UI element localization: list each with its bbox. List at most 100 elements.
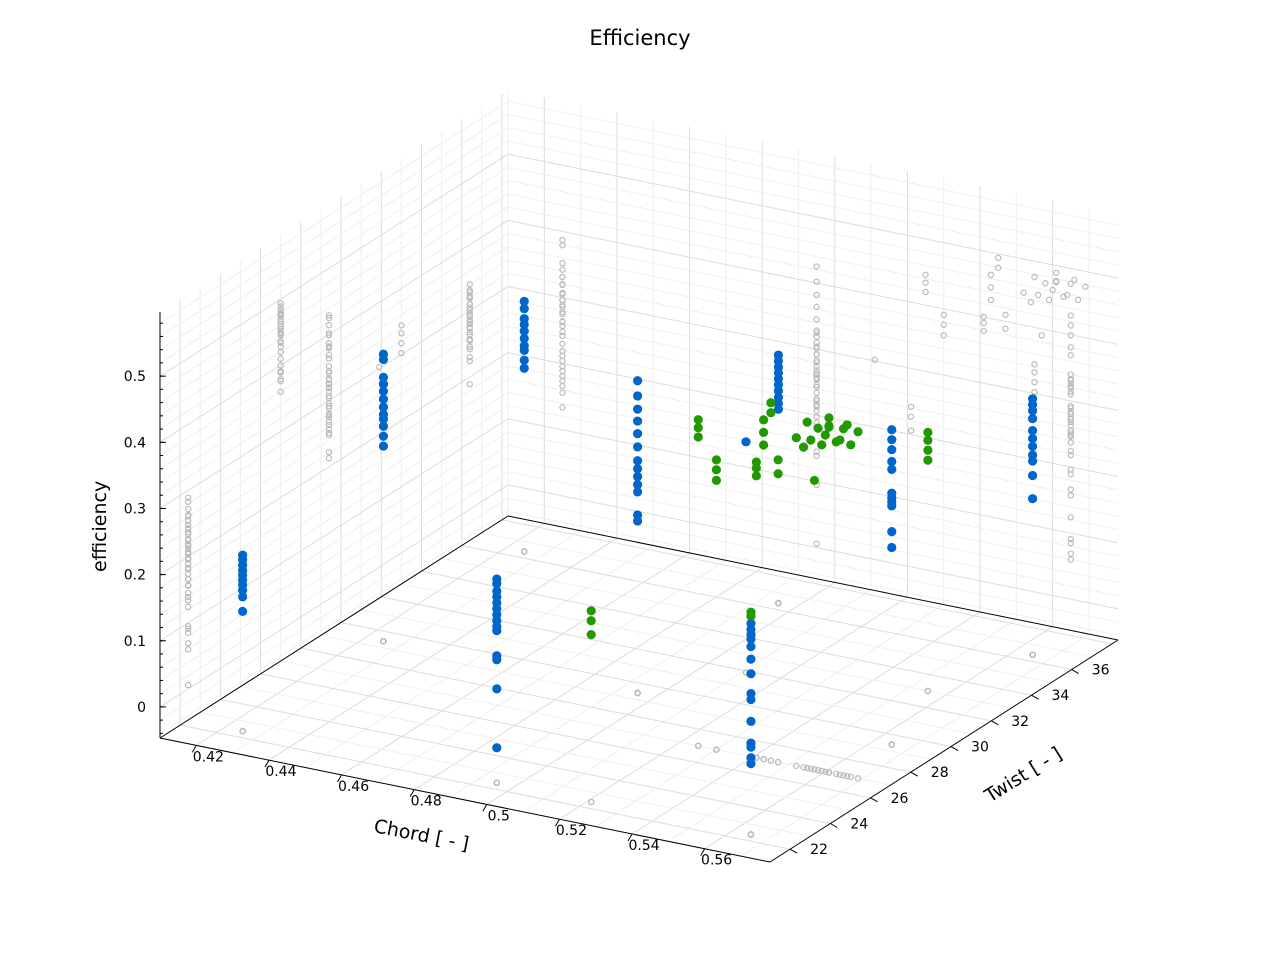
tick-labels: 0.42 0.44 0.46 0.48 0.5 0.52 0.54 0.56 22 24 26 28 3… <box>124 369 1110 869</box>
blue-point <box>633 416 643 426</box>
projection-marker <box>1067 344 1074 351</box>
projection-marker <box>466 353 473 361</box>
blue-point <box>633 376 643 386</box>
x-tick-mark <box>409 789 415 797</box>
side-wall-grid-line <box>159 497 509 721</box>
floor-grid-line <box>441 557 1052 683</box>
projection-marker <box>1067 447 1074 455</box>
green-point <box>773 469 783 479</box>
projection-marker <box>813 291 820 299</box>
projection-marker <box>184 564 192 572</box>
projection-marker <box>466 304 473 311</box>
projection-marker <box>813 389 820 397</box>
side-wall-grid-line <box>159 312 509 536</box>
blue-point <box>746 654 756 664</box>
back-wall-grid-line <box>507 510 1119 636</box>
green-point <box>693 432 703 442</box>
side-wall-grid-line <box>159 325 509 549</box>
green-point <box>746 611 756 621</box>
projection-marker <box>277 355 284 362</box>
blue-point <box>378 354 389 365</box>
projection-marker <box>1038 332 1045 339</box>
projection-marker <box>803 764 811 772</box>
projection-marker <box>987 284 995 291</box>
blue-point <box>773 386 784 396</box>
back-wall-grid-line <box>507 219 1119 345</box>
projection-marker <box>277 368 284 376</box>
green-point <box>798 442 809 452</box>
projection-marker <box>325 380 333 387</box>
green-point <box>693 415 703 425</box>
projection-marker <box>994 264 1002 271</box>
x-tick-mark <box>482 804 488 812</box>
green-point <box>711 465 722 475</box>
projection-marker <box>813 263 820 270</box>
green-point <box>586 606 596 616</box>
projection-marker <box>325 394 333 402</box>
floor-grid-line <box>340 622 952 747</box>
projection-marker <box>325 322 333 329</box>
projection-marker <box>980 313 987 321</box>
green-point <box>751 463 761 473</box>
x-axis-label: Chord [ - ] <box>372 815 471 855</box>
data-markers <box>238 296 1038 769</box>
projection-marker <box>559 281 566 288</box>
projection-marker <box>184 593 192 601</box>
projection-marker <box>854 775 862 782</box>
side-wall-grid-line <box>159 166 509 390</box>
projection-marker <box>466 287 473 294</box>
projection-marker <box>277 362 284 369</box>
blue-point <box>519 333 529 344</box>
projection-marker <box>987 296 995 304</box>
projection-marker <box>760 755 767 763</box>
green-point <box>751 471 761 481</box>
blue-point <box>887 456 897 467</box>
floor-grid-line <box>260 673 871 799</box>
floor-grid-line <box>381 596 992 722</box>
y-tick-mark <box>830 823 838 828</box>
projection-marker <box>825 769 833 776</box>
projection-marker <box>1067 439 1074 446</box>
projection-marker <box>813 329 820 336</box>
y-tick-mark <box>870 797 878 803</box>
projection-marker <box>813 343 820 350</box>
side-wall-grid-line <box>159 206 509 430</box>
projection-marker <box>398 322 405 329</box>
floor-grid-line <box>341 552 690 776</box>
y-tick-label: 30 <box>971 740 989 756</box>
projection-marker <box>813 452 820 459</box>
blue-point <box>492 579 502 589</box>
projection-marker <box>813 448 820 455</box>
floor-grid-line <box>232 530 581 754</box>
projection-marker <box>843 772 851 780</box>
projection-marker <box>1067 402 1074 410</box>
back-wall-grid-line <box>507 312 1119 438</box>
projection-marker <box>184 603 192 611</box>
projection-marker <box>907 413 915 420</box>
projection-marker <box>325 421 333 429</box>
axes <box>159 312 1119 863</box>
projection-marker <box>813 339 820 346</box>
y-axis-label: Twist [ - ] <box>980 743 1066 808</box>
projection-marker <box>813 357 820 364</box>
projection-marker <box>940 332 947 339</box>
floor-edge-line <box>507 515 1119 641</box>
blue-point <box>887 542 897 553</box>
side-wall-grid-line <box>159 338 509 562</box>
projection-marker <box>559 340 566 348</box>
projection-marker <box>1031 369 1038 376</box>
blue-point <box>378 379 389 389</box>
projection-marker <box>277 377 284 385</box>
x-tick-label: 0.46 <box>338 779 369 795</box>
floor-grid-line <box>668 618 1017 842</box>
back-wall-grid-line <box>507 484 1119 610</box>
projection-marker <box>1067 280 1074 287</box>
projection-marker <box>184 494 192 501</box>
back-wall-grid-line <box>507 259 1119 385</box>
floor-grid-line <box>280 660 891 786</box>
y-tick-mark <box>991 720 999 726</box>
projection-marker <box>277 325 284 333</box>
green-point <box>766 408 776 418</box>
projection-marker <box>466 343 473 350</box>
projection-marker <box>184 622 192 630</box>
